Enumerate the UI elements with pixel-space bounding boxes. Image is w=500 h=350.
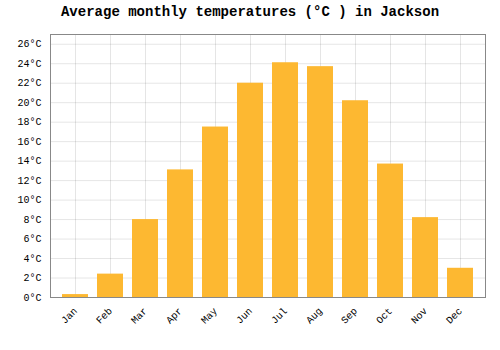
svg-text:Aug: Aug xyxy=(304,306,325,327)
html-text:Average monthly temperatures (: Average monthly temperatures (°C ) in Ja… xyxy=(61,4,439,20)
svg-text:Sep: Sep xyxy=(339,306,360,327)
svg-text:18°C: 18°C xyxy=(17,117,41,128)
svg-text:Apr: Apr xyxy=(164,306,185,327)
svg-text:12°C: 12°C xyxy=(17,176,41,187)
svg-text:2°C: 2°C xyxy=(23,273,41,284)
svg-text:May: May xyxy=(199,306,220,327)
svg-text:Feb: Feb xyxy=(94,306,115,327)
svg-text:10°C: 10°C xyxy=(17,195,41,206)
svg-text:20°C: 20°C xyxy=(17,98,41,109)
svg-text:4°C: 4°C xyxy=(23,254,41,265)
svg-text:Jul: Jul xyxy=(269,306,290,327)
svg-text:6°C: 6°C xyxy=(23,234,41,245)
svg-text:16°C: 16°C xyxy=(17,137,41,148)
svg-text:14°C: 14°C xyxy=(17,156,41,167)
svg-text:8°C: 8°C xyxy=(23,215,41,226)
svg-text:Mar: Mar xyxy=(129,306,150,327)
svg-text:24°C: 24°C xyxy=(17,59,41,70)
svg-text:Oct: Oct xyxy=(374,306,395,327)
svg-text:22°C: 22°C xyxy=(17,78,41,89)
svg-text:Dec: Dec xyxy=(444,306,465,327)
svg-text:Jun: Jun xyxy=(234,306,255,327)
svg-text:0°C: 0°C xyxy=(23,293,41,304)
svg-text:26°C: 26°C xyxy=(17,39,41,50)
svg-text:Jan: Jan xyxy=(59,306,80,327)
svg-text:Nov: Nov xyxy=(409,306,430,327)
